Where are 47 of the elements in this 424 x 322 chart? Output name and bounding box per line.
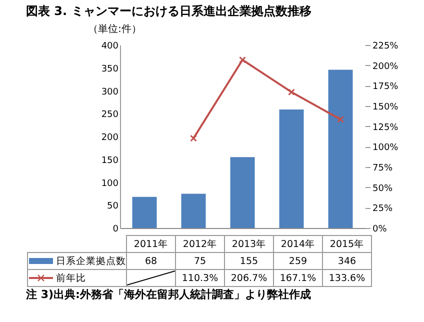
y2-tick-label: 100% [372, 143, 399, 154]
y-tick-label: 400 [101, 42, 119, 52]
x-tick-label: 2013年 [224, 236, 274, 252]
y2-tick-label: 50% [372, 184, 393, 194]
bar [279, 110, 304, 228]
x-tick-label: 2014年 [274, 236, 322, 252]
legend-label: 前年比 [28, 270, 126, 286]
y2-tick-label: 25% [372, 204, 393, 214]
x-tick-label: 2012年 [176, 236, 224, 252]
point [190, 134, 197, 142]
data-label: 167.1% [274, 270, 322, 286]
y-tick-label: 100 [101, 178, 119, 189]
y-tick-label: 300 [101, 87, 119, 98]
text: （単位:件） [88, 23, 142, 36]
data-label: 75 [176, 252, 224, 270]
y-tick-label: 0 [112, 224, 119, 234]
y-tick-label: 150 [101, 156, 119, 166]
data-label: 133.6% [322, 270, 372, 286]
y2-tick-label: 200% [372, 62, 399, 72]
y-tick-label: 50 [107, 202, 119, 212]
chart-title: 図表 3. ミャンマーにおける日系進出企業拠点数推移 [26, 3, 312, 20]
y-tick-label: 350 [101, 64, 119, 74]
bar [328, 70, 353, 228]
point [239, 56, 246, 64]
y-tick-label: 200 [101, 133, 119, 143]
y2-tick-label: 0% [372, 224, 388, 234]
bar [132, 196, 157, 228]
point [288, 88, 295, 96]
text: 注 3)出典:外務省「海外在留邦人統計調査」より弊社作成 [26, 287, 311, 302]
bar [230, 157, 255, 228]
data-label: 346 [322, 252, 372, 270]
y2-tick-label: 75% [372, 164, 393, 174]
data-label: 155 [224, 252, 274, 270]
x-tick-label: 2015年 [322, 236, 372, 252]
y2-tick-label: 125% [372, 122, 399, 133]
x-tick-label: 2011年 [126, 236, 176, 252]
y2-tick-label: 175% [372, 82, 399, 92]
bar [181, 194, 206, 228]
y2-tick-label: 225% [372, 42, 399, 52]
point [337, 116, 344, 123]
data-label: 206.7% [224, 270, 274, 286]
data-label: 259 [274, 252, 322, 270]
legend-label: 日系企業拠点数 [28, 252, 126, 270]
y2-tick-label: 150% [372, 102, 399, 112]
data-label: 110.3% [176, 270, 224, 286]
y-tick-label: 250 [101, 110, 119, 120]
data-label: 68 [126, 252, 176, 270]
